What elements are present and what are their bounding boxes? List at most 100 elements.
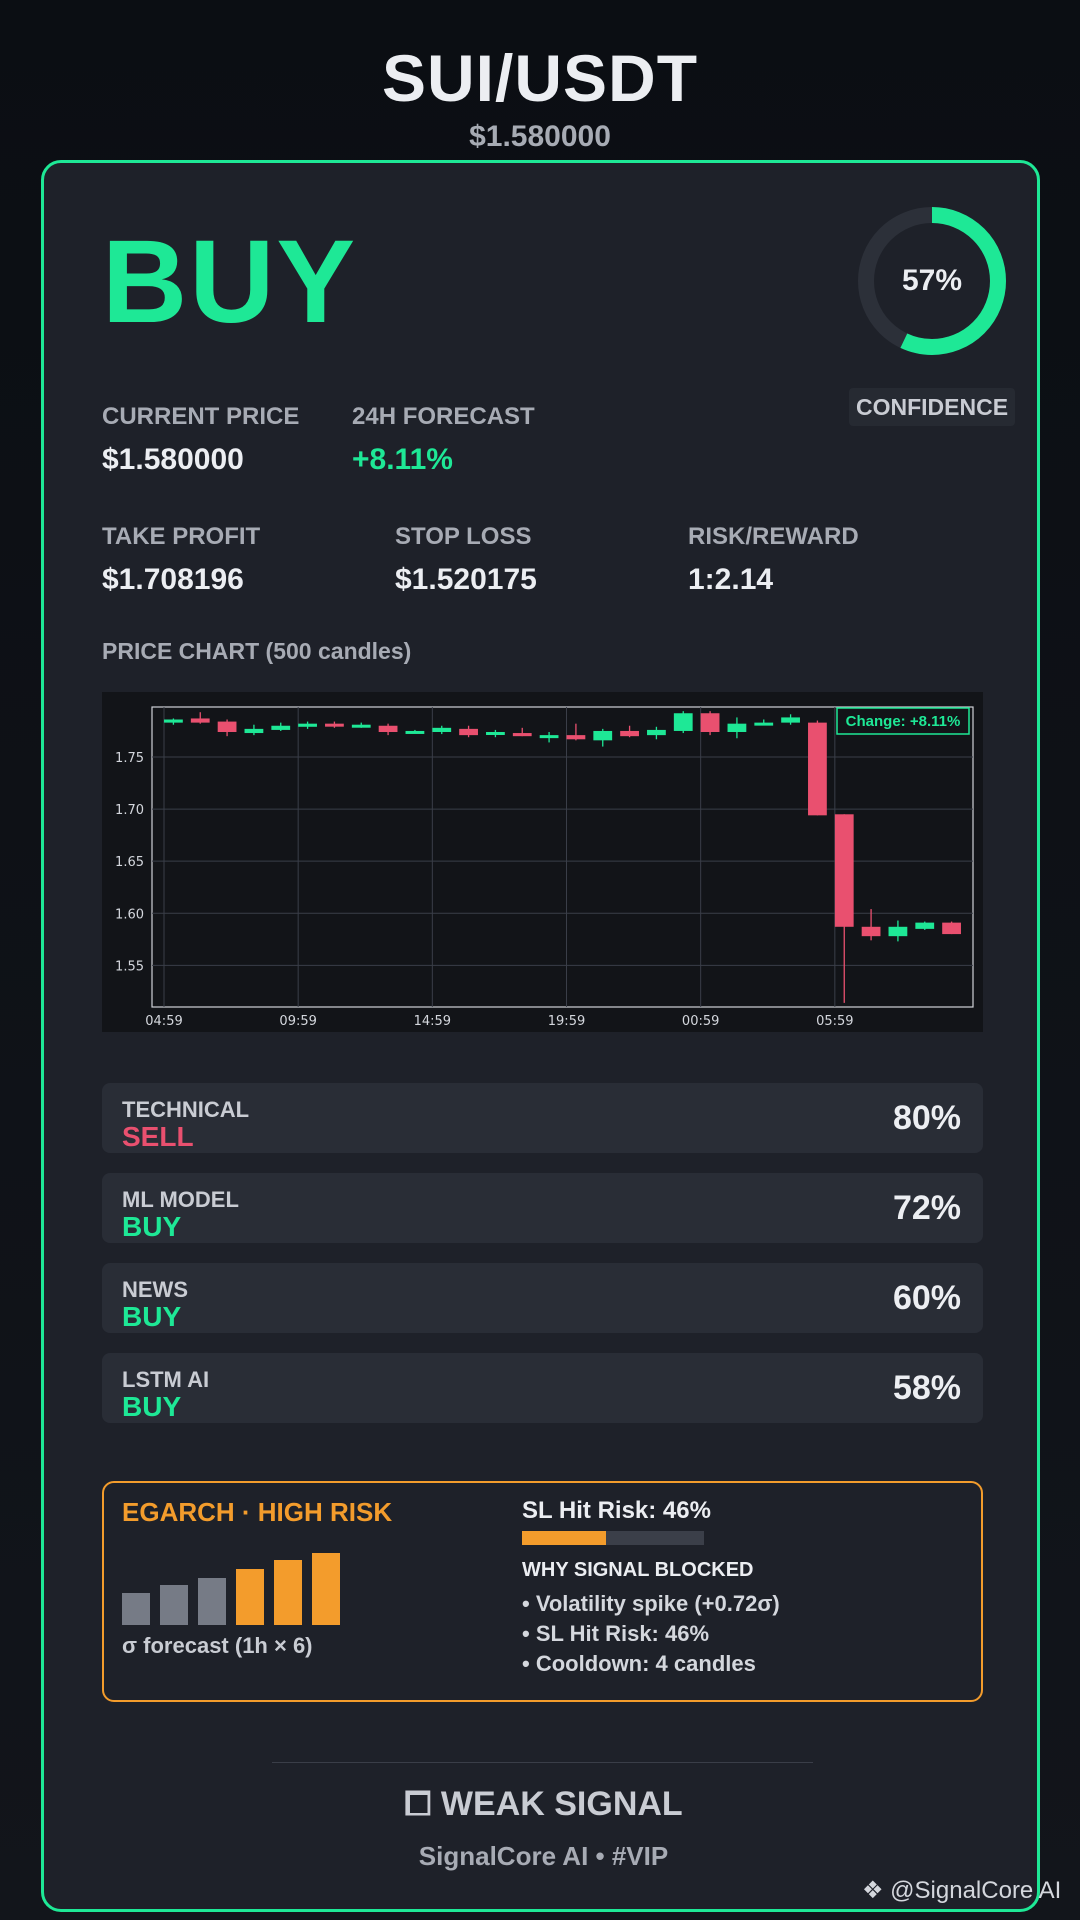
candle <box>378 723 398 736</box>
candle-body <box>888 926 908 937</box>
candle-body <box>164 719 183 723</box>
signal-strength: ⧠ WEAK SIGNAL <box>404 1785 683 1823</box>
candle-body <box>325 723 344 727</box>
signal-action: BUY <box>102 216 358 348</box>
candle-body <box>217 721 237 732</box>
candle <box>298 721 317 729</box>
pair-price: $1.580000 <box>469 120 611 153</box>
candle-body <box>647 729 666 736</box>
metric-label: RISK/REWARD <box>688 523 859 550</box>
sigma-forecast-label: σ forecast (1h × 6) <box>122 1633 313 1658</box>
metric-stop-loss: STOP LOSS $1.520175 <box>395 523 537 597</box>
candle <box>861 909 881 941</box>
metric-take-profit: TAKE PROFIT $1.708196 <box>102 523 260 597</box>
metric-value: 1:2.14 <box>688 563 774 596</box>
component-signal: BUY <box>122 1391 182 1422</box>
sigma-bar <box>312 1553 340 1625</box>
candle-body <box>593 730 613 741</box>
risk-title: EGARCH · HIGH RISK <box>122 1497 393 1527</box>
component-signal: BUY <box>122 1301 182 1332</box>
candle-body <box>378 725 398 732</box>
price-chart: 1.75 1.70 1.65 1.60 1.55 04:59 09:59 14:59 19:59… <box>102 692 983 1032</box>
metric-24h-forecast: 24H FORECAST +8.11% <box>352 403 535 477</box>
why-blocked-reason: • Cooldown: 4 candles <box>522 1651 756 1676</box>
price-chart-graphic: 1.75 1.70 1.65 1.60 1.55 04:59 09:59 14:59 19:59… <box>115 706 974 1029</box>
component-label: NEWS <box>122 1277 188 1302</box>
signal-card: BUY 57% CONFIDENCE CURRENT PRICE $1.5800… <box>41 160 1040 1912</box>
component-row-lstm-ai: LSTM AI BUY 58% <box>102 1353 983 1423</box>
component-confidence: 60% <box>892 1279 961 1317</box>
tick-labels: 1.75 1.70 1.65 1.60 1.55 04:59 09:59 14:59 19:59… <box>115 751 854 1029</box>
component-label: ML MODEL <box>122 1187 239 1212</box>
confidence-label: CONFIDENCE <box>849 388 1015 426</box>
sigma-bar <box>274 1560 302 1625</box>
candle-body <box>432 727 452 732</box>
candle-body <box>566 735 586 740</box>
component-signal: BUY <box>122 1211 182 1242</box>
candle-body <box>754 722 774 726</box>
candle <box>566 723 586 741</box>
candle-body <box>405 730 425 734</box>
candle <box>834 814 854 1003</box>
candle <box>700 711 720 736</box>
candle <box>915 921 935 930</box>
change-annotation-text: Change: +8.11% <box>846 713 961 730</box>
sl-hit-risk-bar <box>522 1531 704 1545</box>
change-annotation-box <box>836 707 970 735</box>
component-label: LSTM AI <box>122 1367 210 1392</box>
metric-label: TAKE PROFIT <box>102 523 261 550</box>
brand-tag: SignalCore AI • #VIP <box>418 1841 669 1871</box>
y-tick-label: 1.55 <box>115 959 144 974</box>
candle <box>512 727 532 737</box>
component-row-ml-model: ML MODEL BUY 72% <box>102 1173 983 1243</box>
candle <box>673 711 693 734</box>
candle-body <box>915 922 935 929</box>
candle <box>754 719 774 726</box>
x-tick-label: 00:59 <box>682 1014 719 1029</box>
why-blocked-reason: • SL Hit Risk: 46% <box>522 1621 710 1646</box>
candle <box>808 720 827 816</box>
candle-body <box>271 725 291 730</box>
candle-body <box>861 926 881 937</box>
candle-body <box>351 724 371 728</box>
header: SUI/USDT $1.580000 <box>0 40 1080 154</box>
component-row-news: NEWS BUY 60% <box>102 1263 983 1333</box>
y-tick-label: 1.65 <box>115 855 144 870</box>
candle <box>405 729 425 734</box>
metric-label: CURRENT PRICE <box>102 403 300 430</box>
candle <box>781 714 800 725</box>
y-tick-label: 1.75 <box>115 751 144 766</box>
metric-label: 24H FORECAST <box>352 403 535 430</box>
candle <box>432 725 452 735</box>
candle-body <box>781 717 800 723</box>
risk-panel: EGARCH · HIGH RISK σ forecast (1h × 6) S… <box>102 1481 983 1702</box>
candle-body <box>539 735 559 739</box>
candle <box>486 729 505 738</box>
change-annotation: Change: +8.11% <box>836 707 970 735</box>
candle-body <box>512 733 532 737</box>
why-blocked-list: • Volatility spike (+0.72σ) • SL Hit Ris… <box>522 1589 780 1679</box>
footer-divider <box>272 1762 813 1763</box>
metric-value: $1.580000 <box>102 443 244 476</box>
metric-value: $1.520175 <box>395 563 537 596</box>
candle-body <box>298 723 317 727</box>
candle-body <box>190 718 210 723</box>
candle <box>351 722 371 728</box>
metric-value: $1.708196 <box>102 563 244 596</box>
candle <box>459 725 478 738</box>
candle <box>190 712 210 724</box>
candle <box>244 724 264 736</box>
candle <box>325 721 344 728</box>
candle <box>164 718 183 725</box>
why-blocked-title: WHY SIGNAL BLOCKED <box>522 1559 754 1581</box>
candle <box>942 921 961 935</box>
grid-lines <box>152 707 973 1007</box>
watermark: ❖ @SignalCore AI <box>862 1877 1062 1904</box>
component-row-technical: TECHNICAL SELL 80% <box>102 1083 983 1153</box>
candle <box>593 728 613 747</box>
metric-current-price: CURRENT PRICE $1.580000 <box>102 403 299 477</box>
y-tick-label: 1.70 <box>115 803 144 818</box>
candle-body <box>700 713 720 732</box>
metric-value: +8.11% <box>352 443 453 476</box>
component-confidence: 72% <box>892 1189 961 1227</box>
